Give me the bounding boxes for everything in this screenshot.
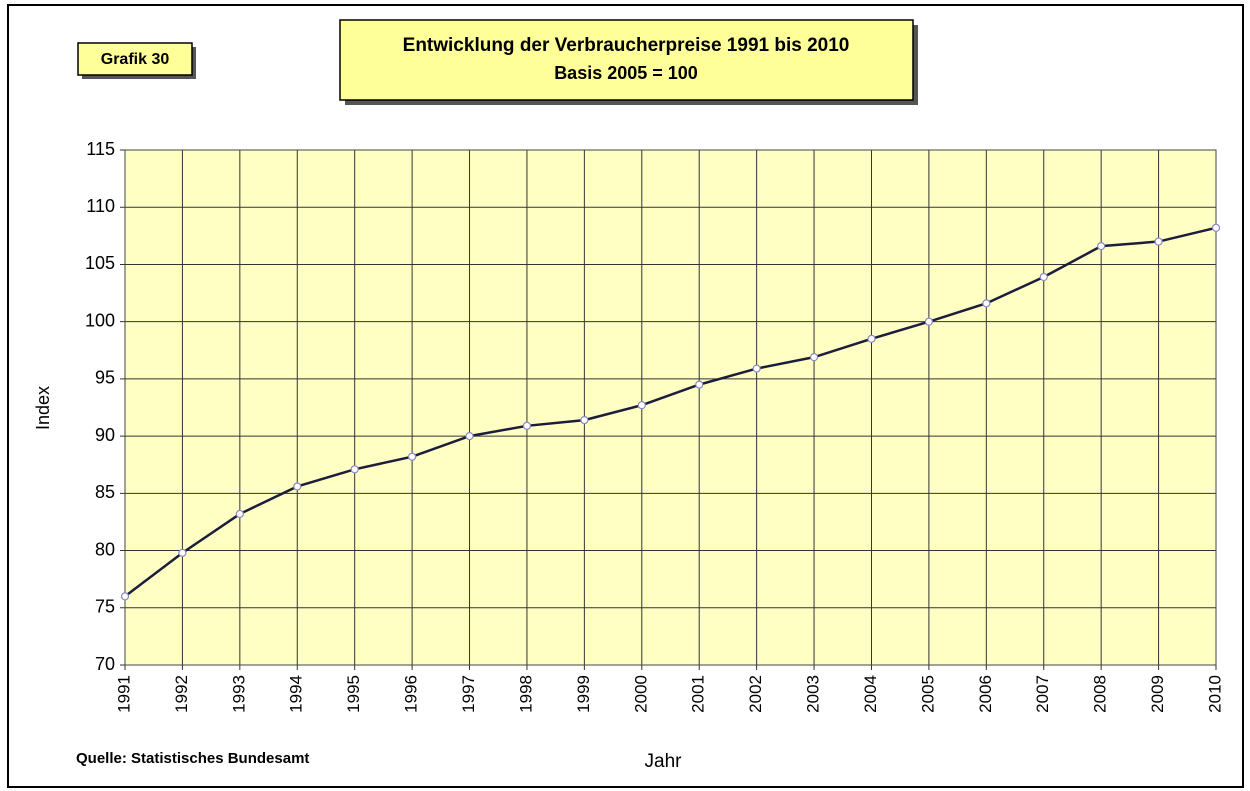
marker	[1039, 272, 1048, 282]
marker	[580, 415, 589, 425]
source: Quelle: Statistisches Bundesamt	[76, 750, 309, 767]
y-tick-label: 95	[95, 368, 115, 388]
x-tick-label: 1997	[459, 675, 478, 713]
badge-box	[77, 42, 193, 76]
x-tick-label: 2004	[861, 675, 880, 713]
marker	[178, 548, 187, 557]
y-tick-label: 110	[86, 196, 115, 216]
x-tick-label: 2009	[1148, 675, 1167, 713]
y-tick-label: 115	[86, 139, 115, 159]
chart-subtitle: Basis 2005 = 100	[554, 63, 698, 83]
marker	[982, 299, 991, 308]
marker	[465, 432, 474, 441]
marker	[637, 401, 646, 410]
y-tick-label: 70	[95, 654, 115, 674]
y-tick-label: 90	[95, 425, 115, 445]
x-tick-label: 2002	[746, 675, 765, 713]
x-tick-label: 2006	[976, 675, 995, 713]
marker	[120, 592, 130, 601]
marker	[1097, 242, 1106, 251]
marker	[809, 353, 819, 362]
x-tick-label: 2007	[1033, 675, 1052, 713]
x-tick-label: 1991	[114, 675, 133, 713]
y-tick-label: 85	[95, 482, 115, 502]
plot-area	[125, 150, 1216, 665]
title-box	[339, 19, 914, 101]
marker	[293, 482, 302, 491]
y-tick-label: 105	[85, 253, 115, 273]
marker	[350, 465, 359, 474]
y-axis-label: Index	[33, 386, 53, 430]
marker	[408, 452, 417, 461]
x-tick-label: 2005	[918, 675, 937, 713]
x-tick-label: 2000	[631, 675, 650, 713]
x-tick-label: 1994	[287, 675, 306, 713]
marker	[924, 317, 933, 326]
line	[124, 226, 1217, 598]
x-tick-label: 1998	[516, 675, 535, 713]
marker	[695, 380, 704, 389]
x-tick-label: 1992	[172, 675, 191, 713]
chart-title: Entwicklung der Verbraucherpreise 1991 b…	[403, 35, 850, 56]
marker	[1154, 237, 1163, 246]
y-tick-label: 100	[85, 310, 115, 330]
marker	[522, 421, 532, 430]
marker	[752, 364, 761, 373]
y-tick-label: 75	[95, 597, 115, 617]
x-tick-label: 2008	[1091, 675, 1110, 713]
x-tick-label: 1999	[574, 675, 593, 713]
x-tick-label: 1996	[402, 675, 421, 713]
x-tick-label: 2010	[1205, 675, 1224, 713]
marker	[1211, 223, 1221, 232]
marker	[867, 334, 876, 343]
x-tick-label: 2001	[689, 675, 708, 713]
plot-border	[124, 149, 1217, 666]
x-tick-label: 1993	[229, 675, 248, 713]
badge: Grafik 30	[101, 51, 170, 68]
x-axis-label: Jahr	[645, 751, 683, 772]
x-tick-label: 2003	[804, 675, 823, 713]
marker	[235, 509, 244, 519]
y-tick-label: 80	[95, 539, 115, 559]
x-tick-label: 1995	[344, 675, 363, 713]
